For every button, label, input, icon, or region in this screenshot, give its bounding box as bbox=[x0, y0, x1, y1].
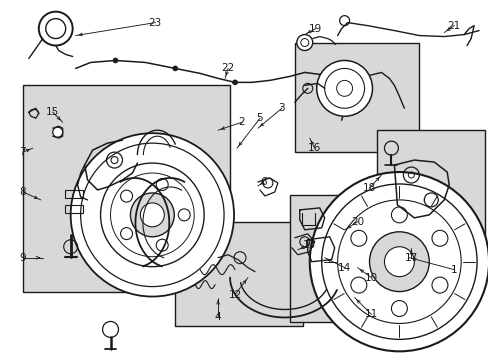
Text: 14: 14 bbox=[337, 263, 350, 273]
Text: 2: 2 bbox=[238, 117, 245, 127]
Text: 10: 10 bbox=[364, 273, 377, 283]
Text: 18: 18 bbox=[362, 183, 375, 193]
Text: 16: 16 bbox=[307, 143, 321, 153]
Bar bbox=[175, 222, 302, 327]
Circle shape bbox=[39, 12, 73, 45]
Text: 4: 4 bbox=[214, 312, 221, 323]
Text: 13: 13 bbox=[303, 240, 316, 250]
Text: 11: 11 bbox=[364, 310, 377, 319]
Bar bbox=[64, 190, 82, 198]
Bar bbox=[294, 42, 419, 152]
Circle shape bbox=[316, 60, 372, 116]
Text: 21: 21 bbox=[447, 21, 460, 31]
Circle shape bbox=[46, 19, 65, 39]
Bar bbox=[289, 195, 385, 323]
Circle shape bbox=[101, 163, 203, 267]
Text: 6: 6 bbox=[260, 177, 266, 187]
Circle shape bbox=[369, 232, 428, 292]
Circle shape bbox=[71, 133, 234, 297]
Circle shape bbox=[172, 66, 178, 71]
Text: 19: 19 bbox=[308, 24, 322, 33]
Text: 1: 1 bbox=[450, 265, 457, 275]
Text: 20: 20 bbox=[350, 217, 364, 227]
Circle shape bbox=[296, 35, 312, 50]
Circle shape bbox=[130, 193, 174, 237]
Bar bbox=[64, 205, 82, 213]
Circle shape bbox=[232, 80, 237, 85]
Text: 5: 5 bbox=[256, 113, 263, 123]
Text: 8: 8 bbox=[20, 187, 26, 197]
Text: 15: 15 bbox=[46, 107, 59, 117]
Text: 7: 7 bbox=[20, 147, 26, 157]
Circle shape bbox=[113, 58, 118, 63]
Text: 3: 3 bbox=[278, 103, 285, 113]
Text: 23: 23 bbox=[148, 18, 162, 28]
Text: 12: 12 bbox=[228, 289, 241, 300]
Circle shape bbox=[53, 127, 62, 137]
Bar bbox=[377, 130, 484, 248]
Text: 22: 22 bbox=[221, 63, 234, 73]
Circle shape bbox=[309, 172, 488, 351]
Text: 9: 9 bbox=[20, 253, 26, 263]
Circle shape bbox=[384, 247, 413, 276]
Circle shape bbox=[140, 203, 164, 227]
Bar bbox=[23, 85, 229, 292]
Text: 17: 17 bbox=[404, 253, 417, 263]
